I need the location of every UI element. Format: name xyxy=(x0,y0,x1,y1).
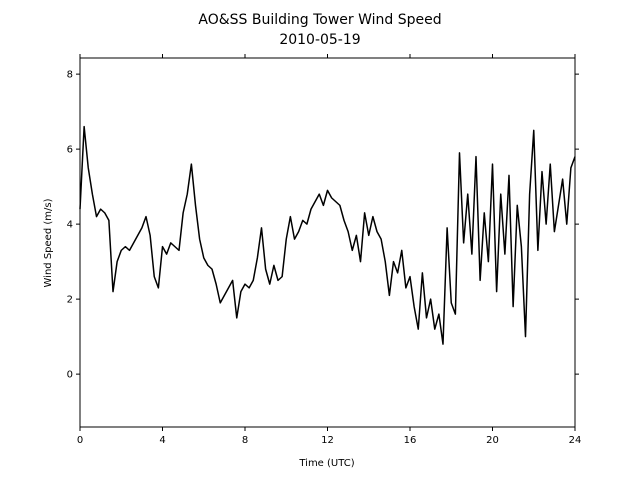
data-line xyxy=(79,125,576,345)
x-tick-label: 16 xyxy=(404,435,417,446)
y-tick-label: 2 xyxy=(67,295,73,306)
y-tick-label: 6 xyxy=(67,145,73,156)
x-tick-label: 12 xyxy=(321,435,334,446)
x-tick-label: 4 xyxy=(159,435,165,446)
y-tick-label: 8 xyxy=(67,70,73,81)
y-tick-label: 4 xyxy=(67,220,73,231)
x-tick-label: 20 xyxy=(486,435,499,446)
x-axis-label: Time (UTC) xyxy=(298,458,354,469)
plot-frame xyxy=(79,57,576,428)
chart-subtitle: 2010-05-19 xyxy=(279,32,360,48)
y-tick-label: 0 xyxy=(67,370,73,381)
x-tick-label: 24 xyxy=(569,435,582,446)
x-tick-label: 8 xyxy=(242,435,248,446)
chart-title: AO&SS Building Tower Wind Speed xyxy=(198,12,441,28)
y-axis-label: Wind Speed (m/s) xyxy=(43,198,54,287)
x-tick-label: 0 xyxy=(77,435,83,446)
